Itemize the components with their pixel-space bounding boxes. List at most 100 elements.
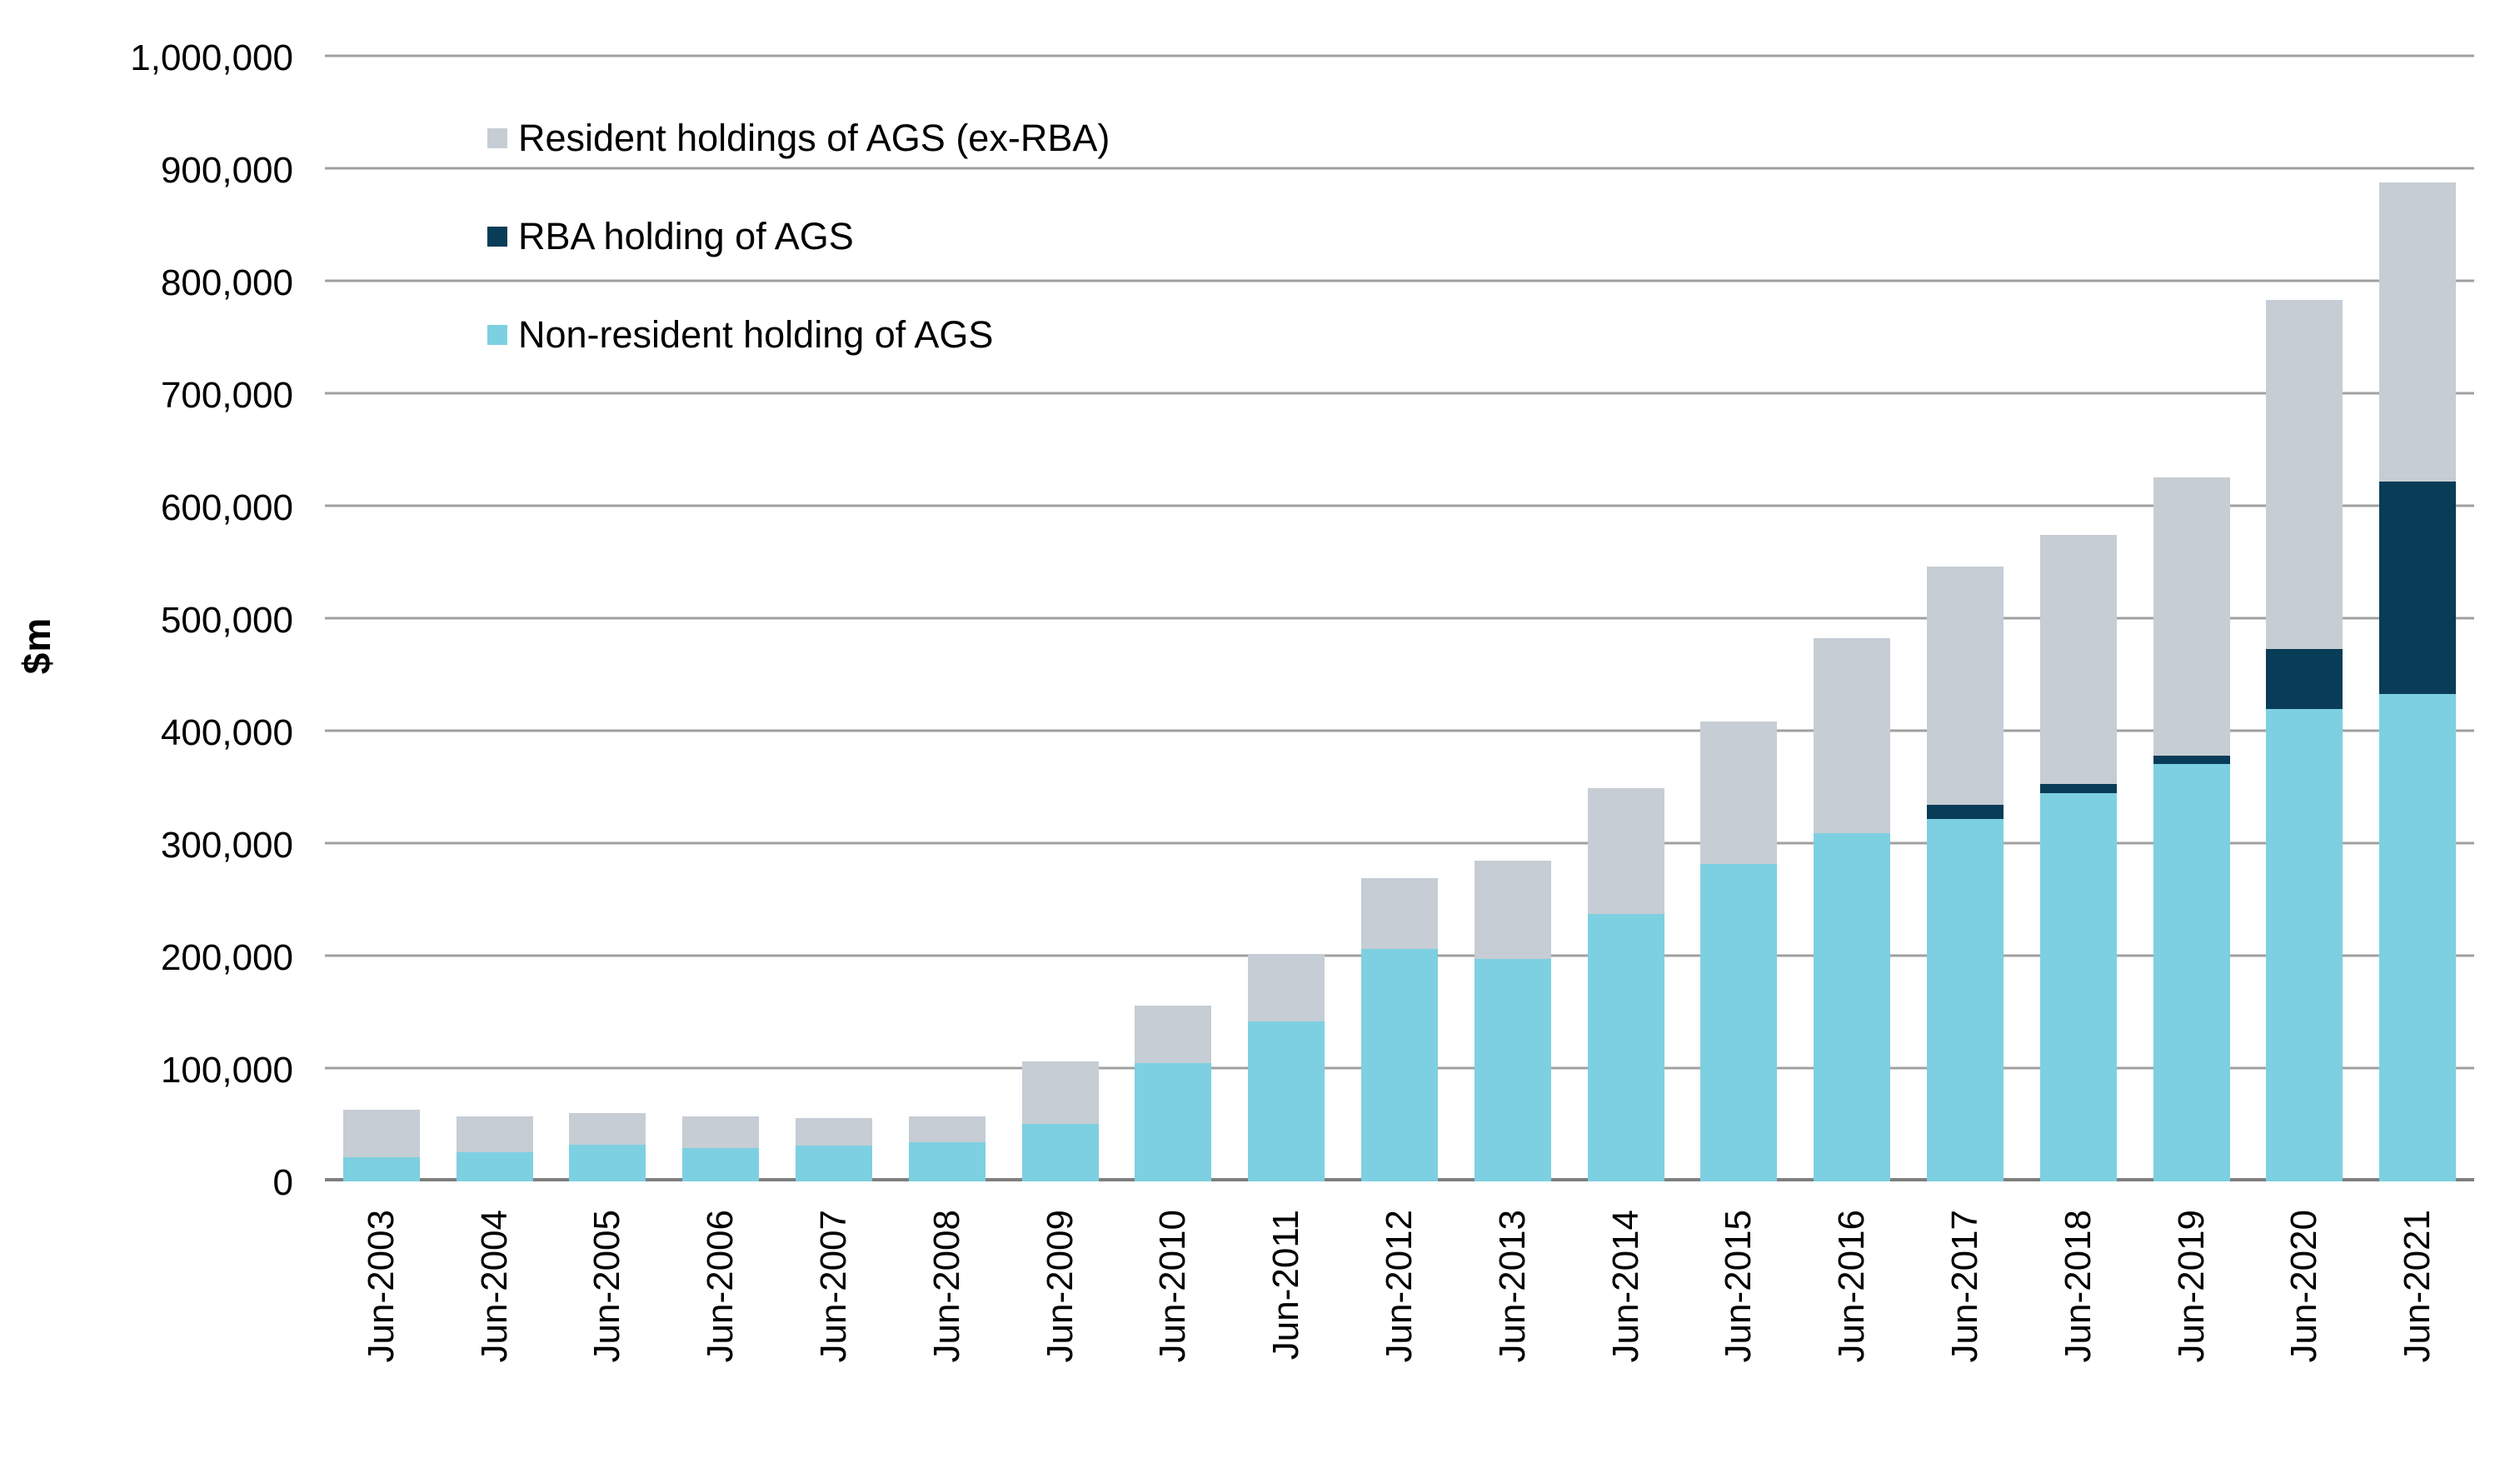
bar-stack-Jun-2010 (1135, 1006, 1212, 1181)
bar-stack-Jun-2019 (2153, 477, 2230, 1181)
bar-stack-Jun-2014 (1587, 787, 1664, 1181)
x-tick-label: Jun-2004 (474, 1210, 516, 1362)
x-tick-label-text: Jun-2010 (1152, 1210, 1194, 1363)
bar-group (1456, 57, 1569, 1181)
x-tick-label: Jun-2007 (813, 1210, 855, 1362)
bar-segment (2153, 764, 2230, 1181)
bar-group (2022, 57, 2135, 1181)
x-tick-label-text: Jun-2012 (1379, 1210, 1420, 1363)
bar-segment (2379, 482, 2457, 695)
bar-segment (456, 1116, 533, 1152)
x-tick-label: Jun-2021 (2397, 1210, 2438, 1362)
bar-segment (1361, 948, 1439, 1181)
x-tick-label-text: Jun-2014 (1604, 1210, 1646, 1363)
bar-stack-Jun-2016 (1814, 637, 1891, 1181)
legend-swatch-icon (487, 325, 507, 345)
bar-stack-Jun-2015 (1700, 721, 1778, 1181)
bar-segment (1927, 566, 2004, 805)
bar-segment (1700, 721, 1778, 864)
bar-segment (2039, 784, 2117, 794)
bar-segment (1021, 1061, 1099, 1125)
bar-segment (1135, 1063, 1212, 1181)
x-tick-label-text: Jun-2021 (2397, 1210, 2438, 1363)
x-tick-label: Jun-2006 (700, 1210, 741, 1362)
bar-segment (908, 1116, 986, 1142)
bar-segment (1135, 1006, 1212, 1064)
x-slot: Jun-2019 (2135, 1210, 2248, 1451)
x-slot: Jun-2010 (1117, 1210, 1230, 1451)
bar-segment (796, 1146, 873, 1181)
legend: Resident holdings of AGS (ex-RBA) RBA hol… (487, 117, 1110, 412)
y-tick-label: 700,000 (160, 375, 293, 416)
bar-stack-Jun-2007 (796, 1118, 873, 1181)
bar-stack-Jun-2018 (2039, 534, 2117, 1181)
bar-group (777, 57, 891, 1181)
bar-segment (1474, 959, 1551, 1181)
x-tick-label-text: Jun-2007 (813, 1210, 855, 1363)
bar-stack-Jun-2013 (1474, 860, 1551, 1181)
legend-label: Non-resident holding of AGS (518, 313, 994, 356)
bar-segment (2039, 793, 2117, 1181)
bar-stack-Jun-2020 (2266, 299, 2343, 1181)
x-tick-label-text: Jun-2020 (2283, 1210, 2325, 1363)
bar-segment (569, 1113, 646, 1146)
bar-segment (2379, 694, 2457, 1181)
bar-group (1343, 57, 1456, 1181)
y-tick-label: 100,000 (160, 1050, 293, 1091)
x-tick-label-text: Jun-2011 (1265, 1210, 1307, 1361)
x-tick-label-text: Jun-2017 (1944, 1210, 1986, 1363)
x-tick-label-text: Jun-2016 (1831, 1210, 1873, 1363)
x-slot: Jun-2015 (1683, 1210, 1796, 1451)
y-tick-label: 600,000 (160, 487, 293, 528)
bar-segment (2266, 299, 2343, 650)
bar-group (325, 57, 438, 1181)
bar-stack-Jun-2004 (456, 1116, 533, 1181)
bar-stack-Jun-2017 (1927, 566, 2004, 1181)
x-tick-label: Jun-2010 (1152, 1210, 1194, 1362)
x-slot: Jun-2005 (551, 1210, 665, 1451)
bar-segment (682, 1147, 760, 1181)
bar-segment (1587, 787, 1664, 914)
y-tick-label: 300,000 (160, 825, 293, 866)
gridline (325, 392, 2474, 395)
gridline (325, 841, 2474, 845)
bar-group (1683, 57, 1796, 1181)
x-slot: Jun-2003 (325, 1210, 438, 1451)
bar-segment (2266, 709, 2343, 1181)
gridline (325, 617, 2474, 620)
plot-area (325, 54, 2474, 1183)
gridline (325, 167, 2474, 170)
x-tick-label: Jun-2011 (1265, 1210, 1307, 1360)
bar-segment (2153, 477, 2230, 756)
x-slot: Jun-2011 (1230, 1210, 1343, 1451)
bar-stack-Jun-2011 (1248, 954, 1325, 1181)
legend-swatch-icon (487, 227, 507, 247)
x-tick-label: Jun-2019 (2171, 1210, 2213, 1362)
x-slot: Jun-2014 (1569, 1210, 1683, 1451)
bar-stack-Jun-2003 (342, 1110, 420, 1181)
bar-series (325, 57, 2474, 1181)
legend-label: Resident holdings of AGS (ex-RBA) (518, 117, 1110, 159)
x-tick-label: Jun-2020 (2283, 1210, 2325, 1362)
y-tick-label: 0 (272, 1162, 293, 1203)
legend-item: RBA holding of AGS (487, 215, 1110, 258)
bar-segment (2379, 182, 2457, 482)
bar-segment (796, 1118, 873, 1146)
x-tick-label: Jun-2003 (361, 1210, 402, 1362)
x-tick-label-text: Jun-2009 (1039, 1210, 1080, 1363)
bar-segment (1361, 877, 1439, 949)
x-tick-label: Jun-2009 (1040, 1210, 1081, 1362)
bar-group (2248, 57, 2362, 1181)
x-slot: Jun-2018 (2022, 1210, 2135, 1451)
x-tick-label: Jun-2013 (1492, 1210, 1534, 1362)
x-slot: Jun-2004 (438, 1210, 551, 1451)
x-slot: Jun-2017 (1909, 1210, 2022, 1451)
bar-group (1569, 57, 1683, 1181)
bar-group (664, 57, 777, 1181)
y-tick-label: 900,000 (160, 150, 293, 191)
x-slot: Jun-2006 (664, 1210, 777, 1451)
x-tick-label-text: Jun-2013 (1491, 1210, 1533, 1363)
bar-segment (2039, 534, 2117, 785)
x-tick-label: Jun-2005 (586, 1210, 628, 1362)
